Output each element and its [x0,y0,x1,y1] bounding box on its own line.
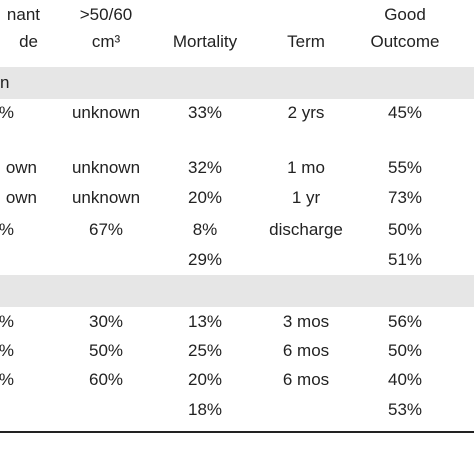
table-cell: 0% [0,370,14,389]
table-cell: own [5,158,37,177]
header-cell: Good [384,5,426,24]
table-cell: 50% [387,220,423,239]
table-cell: 2 yrs [287,103,325,122]
table-cell: 25% [187,341,223,360]
table-cell: 51% [387,250,423,269]
table-cell: 6 mos [282,341,330,360]
table-cell: 3% [0,103,14,122]
table-cell: 29% [187,250,223,269]
table-cell: unknown [71,158,141,177]
table-cell: 3 mos [282,312,330,331]
table-cell: 67% [88,220,124,239]
section-label: n [0,73,10,92]
table-cell: 55% [387,158,423,177]
section-band [0,275,474,307]
table-cell: 33% [187,103,223,122]
table-cell: 60% [88,370,124,389]
table-cell: 73% [387,188,423,207]
header-cell: cm³ [91,32,121,51]
section-band [0,67,474,99]
bottom-rule [0,431,474,433]
table-cell: 18% [187,400,223,419]
table-cell: 3% [0,312,14,331]
table-cell: unknown [71,188,141,207]
table-cell: 56% [387,312,423,331]
table-cell: 20% [187,370,223,389]
table-cell: 20% [187,188,223,207]
header-cell: Mortality [172,32,238,51]
table-cell: 30% [88,312,124,331]
table-cell: own [5,188,37,207]
table-cell: 1 yr [291,188,321,207]
table-cell: 40% [387,370,423,389]
table-cell: 3% [0,341,14,360]
header-cell: Outcome [370,32,440,51]
header-cell: Term [287,32,325,51]
table-cell: unknown [71,103,141,122]
table-cell: 53% [387,400,423,419]
table-cell: 32% [187,158,223,177]
table-cell: 6 mos [282,370,330,389]
table-cell: 50% [387,341,423,360]
table-cell: 50% [88,341,124,360]
header-cell: >50/60 [79,5,133,24]
table-cell: 8% [192,220,218,239]
header-cell: nant [6,5,40,24]
table-cell: 3% [0,220,14,239]
table-cell: 45% [387,103,423,122]
table-cell: 13% [187,312,223,331]
table-cell: 1 mo [287,158,325,177]
table-cell: discharge [269,220,343,239]
header-cell: de [19,32,38,51]
